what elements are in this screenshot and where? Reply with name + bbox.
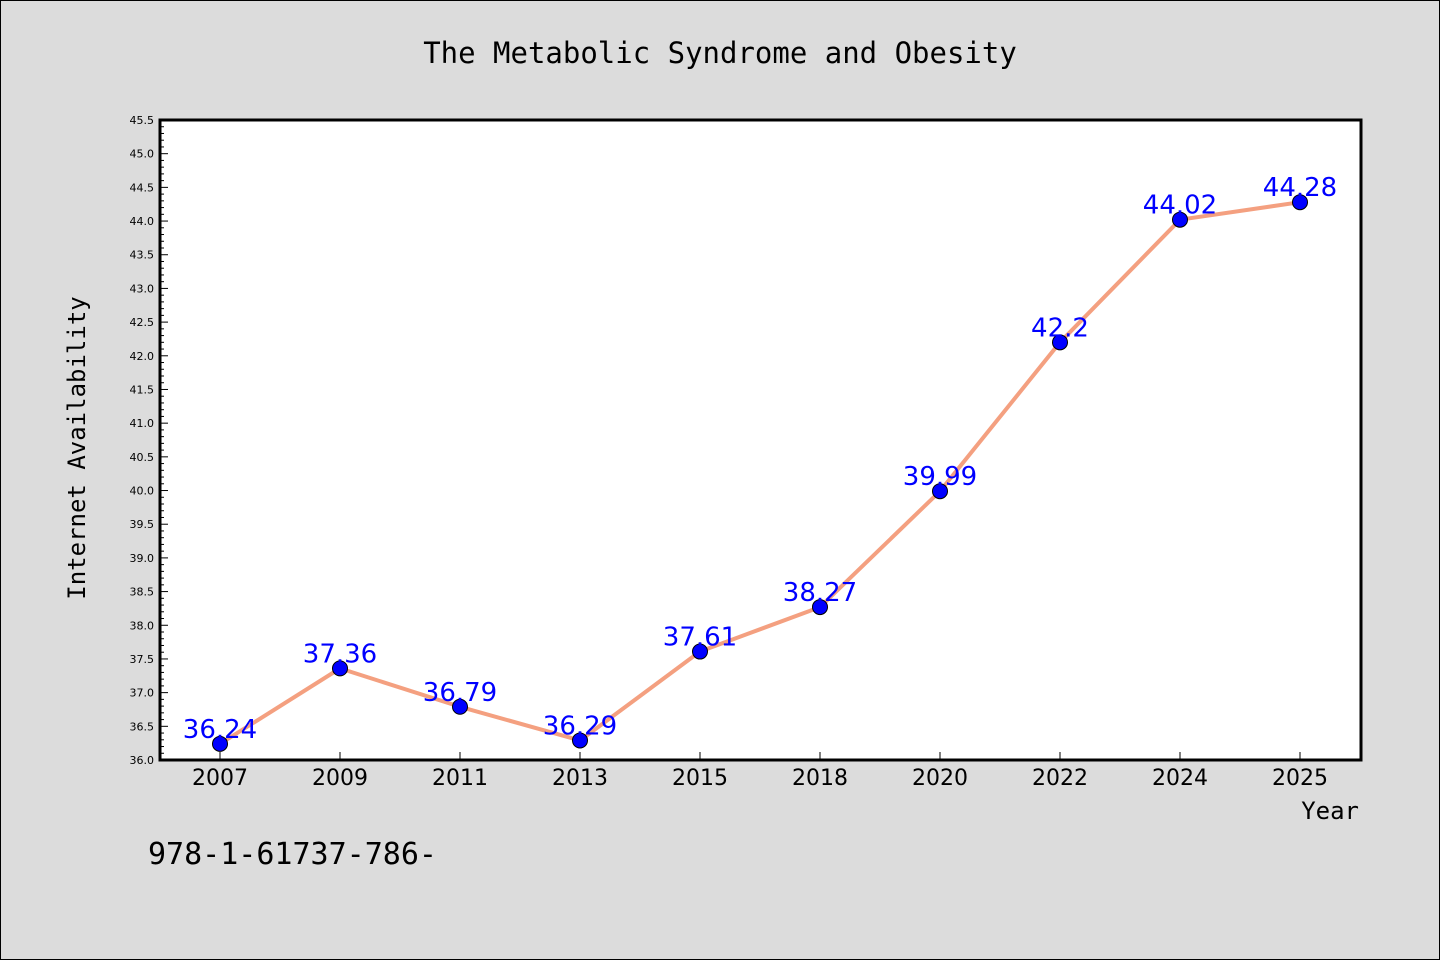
- data-point: [572, 732, 588, 749]
- x-tick-label: 2018: [792, 766, 848, 791]
- x-tick-label: 2020: [912, 766, 968, 791]
- data-label: 36.24: [183, 715, 257, 745]
- y-tick-label: 36.5: [130, 720, 155, 733]
- y-tick-label: 44.5: [130, 181, 155, 194]
- y-tick-label: 42.5: [130, 316, 155, 329]
- data-label: 37.36: [303, 639, 377, 669]
- data-point: [332, 660, 348, 677]
- y-tick-label: 41.0: [130, 417, 155, 430]
- x-tick-label: 2025: [1272, 766, 1328, 791]
- y-tick-label: 40.0: [130, 485, 155, 498]
- y-tick-label: 44.0: [130, 215, 155, 228]
- x-axis-label: Year: [1301, 797, 1359, 825]
- x-axis: 2007 2009 2011 2013 2015 2018 2020 2022 2024 2025: [192, 752, 1328, 791]
- markers-group: [212, 194, 1308, 752]
- x-tick-label: 2024: [1152, 766, 1208, 791]
- x-tick-label: 2007: [192, 766, 248, 791]
- plot-area: [158, 118, 1363, 762]
- data-point: [932, 483, 948, 500]
- x-tick-label: 2011: [432, 766, 488, 791]
- series-line-group: [218, 200, 1301, 746]
- data-labels-group: 36.24 37.36 36.79 36.29 37.61 38.27 39.99 42.2 4…: [183, 173, 1337, 745]
- y-axis: 36.0 36.5 37.0 37.5 38.0 38.5 39.0 39.5 40.0 40.5…: [130, 114, 168, 767]
- y-tick-label: 40.5: [130, 451, 155, 464]
- data-label: 36.79: [423, 678, 497, 708]
- footer-code: 978-1-61737-786-: [148, 837, 437, 872]
- data-point: [212, 735, 228, 752]
- y-tick-label: 43.5: [130, 249, 155, 262]
- data-point: [1172, 211, 1188, 228]
- y-axis-label: Internet Availability: [63, 296, 91, 599]
- y-tick-label: 41.5: [130, 383, 155, 396]
- x-tick-label: 2013: [552, 766, 608, 791]
- x-tick-label: 2015: [672, 766, 728, 791]
- data-label: 38.27: [783, 578, 857, 608]
- y-tick-label: 36.0: [130, 754, 155, 767]
- y-tick-label: 43.0: [130, 282, 155, 295]
- data-label: 37.61: [663, 623, 737, 653]
- data-point: [1052, 334, 1068, 351]
- y-tick-label: 39.5: [130, 518, 155, 531]
- x-tick-label: 2009: [312, 766, 368, 791]
- y-tick-label: 38.0: [130, 619, 155, 632]
- y-tick-label: 39.0: [130, 552, 155, 565]
- data-point: [812, 599, 828, 616]
- data-label: 39.99: [903, 462, 977, 492]
- y-tick-label: 37.0: [130, 687, 155, 700]
- y-tick-label: 37.5: [130, 653, 155, 666]
- x-tick-label: 2022: [1032, 766, 1088, 791]
- data-point: [1292, 194, 1308, 211]
- data-label: 44.28: [1263, 173, 1337, 203]
- data-label: 44.02: [1143, 191, 1217, 221]
- y-tick-label: 45.0: [130, 148, 155, 161]
- data-point: [452, 698, 468, 715]
- data-point: [692, 643, 708, 660]
- chart-title: The Metabolic Syndrome and Obesity: [423, 36, 1017, 70]
- data-label: 36.29: [543, 711, 617, 741]
- data-label: 42.2: [1031, 313, 1089, 343]
- y-tick-label: 45.5: [130, 114, 155, 127]
- series-line: [218, 200, 1301, 746]
- y-tick-label: 38.5: [130, 586, 155, 599]
- y-tick-label: 42.0: [130, 350, 155, 363]
